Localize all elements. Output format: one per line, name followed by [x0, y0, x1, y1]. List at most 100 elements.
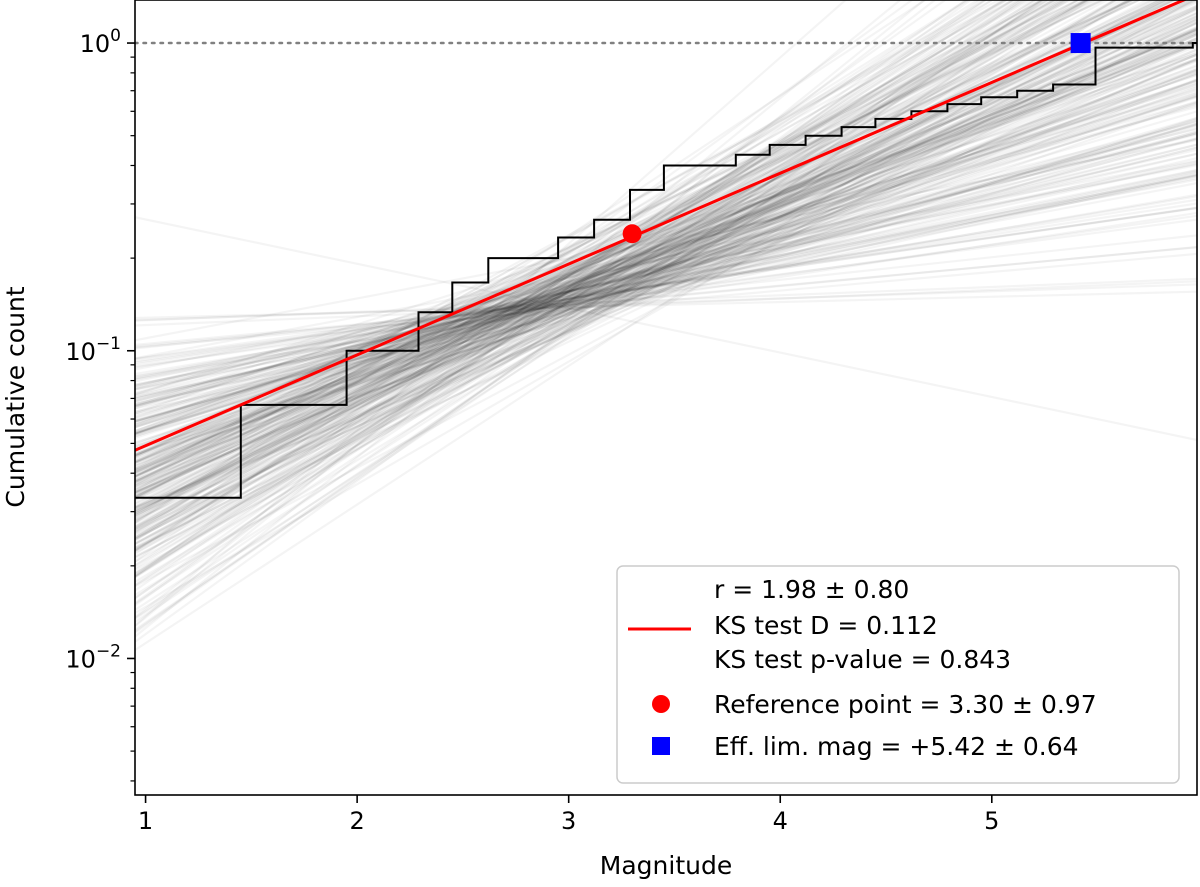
posterior-sample-line [135, 280, 1197, 327]
posterior-sample-line [135, 0, 1134, 452]
posterior-sample-line [135, 0, 1051, 556]
posterior-sample-line [135, 0, 1164, 478]
posterior-sample-line [135, 79, 1197, 427]
legend-reference-point: Reference point = 3.30 ± 0.97 [714, 690, 1097, 719]
posterior-sample-line [135, 6, 1197, 525]
posterior-sample-line [135, 0, 1171, 515]
posterior-sample-line [135, 0, 1064, 549]
posterior-sample-line [135, 53, 1197, 435]
posterior-sample-line [135, 216, 1197, 442]
posterior-sample-line [135, 92, 1197, 423]
posterior-sample-line [135, 0, 1097, 484]
posterior-sample-line [135, 25, 1197, 433]
posterior-sample-line [135, 29, 1197, 464]
posterior-sample-line [135, 0, 1188, 483]
posterior-sample-line [135, 101, 1197, 395]
posterior-sample-line [135, 0, 1110, 528]
posterior-sample-line [135, 0, 1088, 457]
posterior-sample-line [135, 283, 1197, 322]
posterior-sample-line [135, 42, 1197, 463]
posterior-sample-line [135, 0, 1044, 522]
posterior-sample-line [135, 21, 1197, 558]
posterior-sample-line [135, 0, 1132, 517]
posterior-sample-line [135, 0, 971, 542]
posterior-sample-line [135, 234, 1197, 350]
legend-lim-mag: Eff. lim. mag = +5.42 ± 0.64 [714, 732, 1079, 761]
posterior-sample-line [135, 119, 1197, 448]
posterior-sample-line [135, 245, 1197, 348]
posterior-sample-line [135, 68, 1197, 457]
posterior-sample-line [135, 0, 1060, 570]
plot-frame [134, 0, 1198, 796]
posterior-sample-line [135, 41, 1197, 549]
posterior-sample-line [135, 174, 1197, 380]
posterior-sample-line [135, 132, 1197, 404]
posterior-sample-line [135, 0, 969, 578]
posterior-sample-line [135, 82, 1197, 419]
posterior-sample-line [135, 86, 1197, 464]
posterior-sample-line [135, 0, 994, 567]
posterior-sample-line [135, 143, 1197, 407]
posterior-sample-line [135, 70, 1197, 445]
posterior-sample-line [135, 67, 1197, 418]
posterior-sample-line [135, 0, 1042, 578]
posterior-sample-line [135, 0, 1133, 474]
posterior-sample-line [135, 0, 1105, 472]
posterior-sample-line [135, 0, 1028, 541]
markers-group [622, 33, 1091, 244]
posterior-sample-line [135, 117, 1197, 458]
posterior-sample-line [135, 0, 1194, 498]
posterior-sample-line [135, 27, 1197, 457]
posterior-sample-line [135, 0, 1045, 605]
posterior-sample-line [135, 0, 1135, 491]
posterior-sample-line [135, 0, 1106, 457]
y-tick-label: 100 [80, 26, 121, 58]
posterior-sample-line [135, 152, 1197, 387]
posterior-sample-line [135, 130, 1197, 438]
posterior-sample-line [135, 139, 1197, 342]
y-tick-label: 10−1 [65, 334, 121, 366]
posterior-sample-line [135, 69, 1197, 467]
posterior-sample-line [135, 0, 980, 534]
posterior-sample-line [135, 132, 1197, 403]
posterior-sample-line [135, 0, 902, 628]
posterior-sample-line [135, 118, 1197, 444]
posterior-sample-line [135, 45, 1197, 448]
posterior-sample-line [135, 127, 1197, 388]
posterior-sample-line [135, 52, 1197, 407]
posterior-sample-line [135, 78, 1197, 509]
legend-ks-d: KS test D = 0.112 [714, 611, 938, 640]
posterior-sample-line [135, 0, 1164, 479]
posterior-sample-line [135, 0, 1091, 546]
posterior-sample-line [135, 148, 1197, 391]
posterior-sample-line [135, 0, 1009, 492]
posterior-sample-line [135, 33, 1197, 532]
posterior-sample-line [135, 43, 1197, 465]
posterior-sample-line [135, 92, 1197, 435]
posterior-sample-line [135, 63, 1197, 488]
posterior-sample-line [135, 28, 1197, 495]
posterior-sample-line [135, 0, 1186, 492]
posterior-sample-line [135, 0, 1197, 464]
posterior-sample-line [135, 0, 1089, 515]
posterior-sample-line [135, 59, 1197, 414]
posterior-sample-line [135, 0, 1190, 498]
posterior-sample-line [135, 0, 1155, 500]
posterior-sample-line [135, 0, 1091, 531]
posterior-sample-line [135, 0, 1136, 575]
posterior-sample-line [135, 14, 1197, 549]
posterior-sample-line [135, 0, 1032, 520]
posterior-sample-line [135, 0, 1056, 494]
posterior-sample-line [135, 57, 1197, 510]
posterior-sample-line [135, 0, 1176, 545]
posterior-sample-line [135, 0, 1118, 583]
posterior-sample-line [135, 0, 1169, 470]
posterior-sample-line [135, 0, 1024, 643]
legend: r = 1.98 ± 0.80 KS test D = 0.112 KS tes… [616, 565, 1180, 784]
posterior-sample-line [135, 73, 1197, 429]
posterior-sample-line [135, 22, 1197, 463]
posterior-sample-line [135, 0, 1123, 515]
posterior-sample-line [135, 101, 1197, 475]
posterior-sample-line [135, 78, 1197, 457]
posterior-sample-line [135, 122, 1197, 434]
